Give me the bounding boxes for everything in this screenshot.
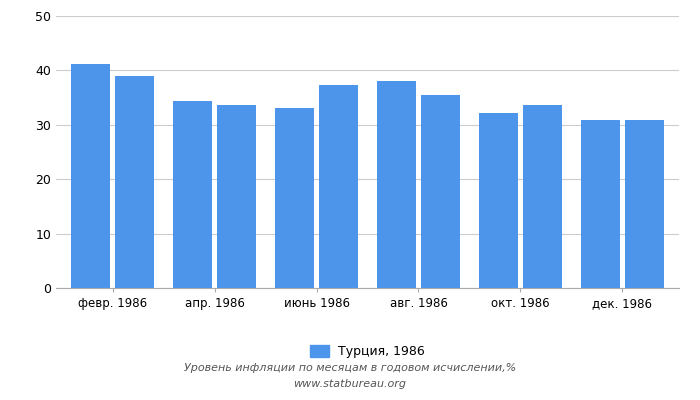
Bar bbox=[174, 102, 212, 288]
Text: www.statbureau.org: www.statbureau.org bbox=[293, 379, 407, 389]
Bar bbox=[480, 113, 518, 288]
Legend: Турция, 1986: Турция, 1986 bbox=[304, 340, 430, 363]
Bar bbox=[217, 105, 256, 288]
Bar bbox=[377, 81, 416, 288]
Bar bbox=[581, 120, 620, 288]
Bar bbox=[275, 108, 314, 288]
Bar bbox=[625, 120, 664, 288]
Bar bbox=[421, 95, 460, 288]
Bar bbox=[115, 76, 154, 288]
Bar bbox=[523, 105, 561, 288]
Bar bbox=[319, 85, 358, 288]
Bar bbox=[71, 64, 110, 288]
Text: Уровень инфляции по месяцам в годовом исчислении,%: Уровень инфляции по месяцам в годовом ис… bbox=[184, 363, 516, 373]
